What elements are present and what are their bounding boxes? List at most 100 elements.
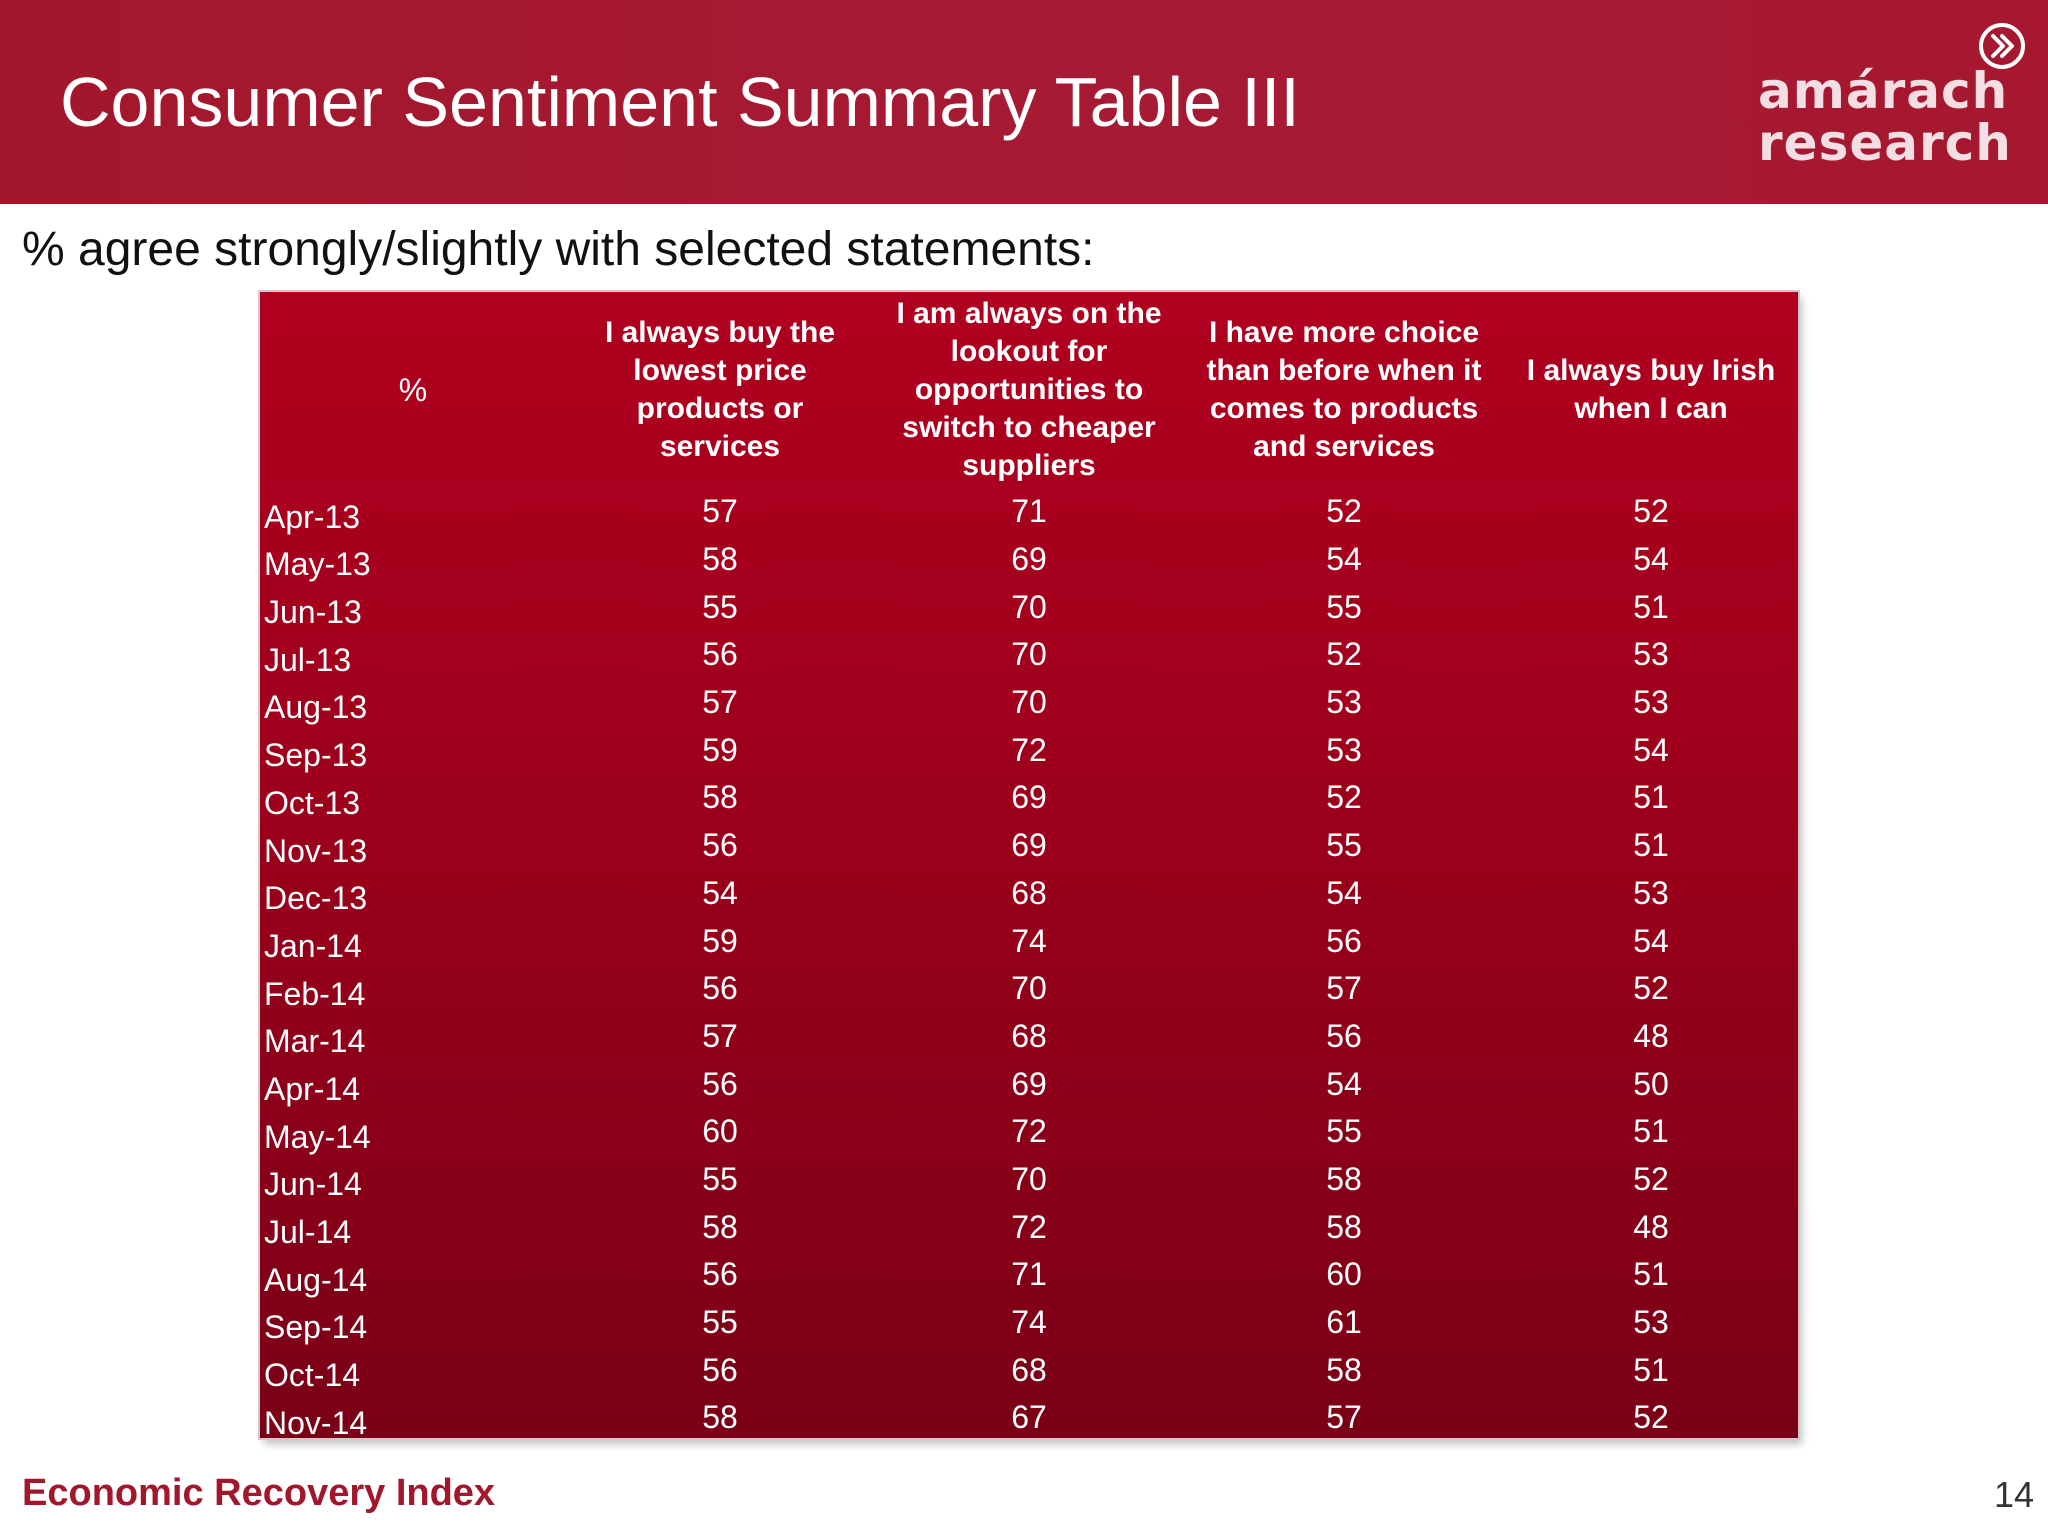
- table-row: Feb-14 56 70 57 52: [260, 965, 1798, 1013]
- table-cell-value: 74: [1011, 922, 1047, 959]
- table-cell-value: 57: [1326, 970, 1362, 1007]
- table-cell-value: 71: [1011, 1256, 1047, 1293]
- table-cell-value: 58: [702, 1208, 738, 1245]
- logo-text-line1: amárach: [1758, 62, 2009, 120]
- row-month-label: Nov-13: [264, 832, 368, 869]
- table-cell-value: 56: [702, 1351, 738, 1388]
- table-cell-value: 70: [1011, 588, 1047, 625]
- table-cell-value: 53: [1633, 684, 1669, 721]
- table-cell-value: 68: [1011, 874, 1047, 911]
- table-row: Apr-14 56 69 54 50: [260, 1060, 1798, 1108]
- table-row: Jan-14 59 74 56 54: [260, 917, 1798, 965]
- table-cell-value: 58: [1326, 1351, 1362, 1388]
- table-cell-value: 56: [702, 827, 738, 864]
- table-cell-value: 69: [1011, 827, 1047, 864]
- table-cell-value: 52: [1633, 970, 1669, 1007]
- table-cell-value: 71: [1011, 493, 1047, 530]
- table-cell-value: 56: [1326, 1017, 1362, 1054]
- corner-header: %: [398, 372, 428, 408]
- table-cell-value: 70: [1011, 970, 1047, 1007]
- table-cell-value: 57: [702, 1017, 738, 1054]
- sentiment-table-panel: % I always buy the lowest price products…: [260, 292, 1798, 1441]
- table-body: Apr-13 57 71 52 52 May-13 58 69 54 54 Jun-13 55 70 55…: [260, 488, 1798, 1442]
- row-month-label: Aug-13: [264, 689, 368, 726]
- row-month-label: Dec-13: [264, 880, 368, 917]
- table-cell-value: 56: [702, 970, 738, 1007]
- table-cell-value: 59: [702, 922, 738, 959]
- table-cell-value: 52: [1633, 1399, 1669, 1436]
- row-month-label: Oct-13: [264, 784, 361, 821]
- table-cell-value: 55: [702, 1160, 738, 1197]
- table-cell-value: 55: [1326, 1113, 1362, 1150]
- table-cell-value: 51: [1633, 1113, 1669, 1150]
- table-cell-value: 70: [1011, 636, 1047, 673]
- table-cell-value: 54: [702, 874, 738, 911]
- table-row: Nov-13 56 69 55 51: [260, 822, 1798, 870]
- table-row: Oct-14 56 68 58 51: [260, 1346, 1798, 1394]
- table-cell-value: 55: [702, 1304, 738, 1341]
- table-cell-value: 52: [1326, 493, 1362, 530]
- table-cell-value: 56: [702, 1256, 738, 1293]
- table-cell-value: 56: [1326, 922, 1362, 959]
- row-month-label: Sep-13: [264, 737, 368, 774]
- slide-header: Consumer Sentiment Summary Table III amá…: [0, 0, 2048, 204]
- row-month-label: May-13: [264, 546, 371, 583]
- table-row: Aug-13 57 70 53 53: [260, 679, 1798, 727]
- row-month-label: Nov-14: [264, 1404, 368, 1441]
- table-cell-value: 53: [1633, 1304, 1669, 1341]
- table-cell-value: 53: [1633, 636, 1669, 673]
- row-month-label: Feb-14: [264, 975, 366, 1012]
- table-row: Jun-13 55 70 55 51: [260, 583, 1798, 631]
- table-row: Dec-13 54 68 54 53: [260, 870, 1798, 918]
- table-cell-value: 52: [1633, 493, 1669, 530]
- chevron-circle-icon: [1979, 23, 2025, 69]
- table-cell-value: 53: [1326, 684, 1362, 721]
- row-month-label: Aug-14: [264, 1261, 368, 1298]
- table-cell-value: 70: [1011, 1160, 1047, 1197]
- table-cell-value: 51: [1633, 827, 1669, 864]
- table-row: May-14 60 72 55 51: [260, 1108, 1798, 1156]
- row-month-label: Mar-14: [264, 1023, 366, 1060]
- table-row: Apr-13 57 71 52 52: [260, 488, 1798, 536]
- table-cell-value: 74: [1011, 1304, 1047, 1341]
- table-cell-value: 54: [1633, 731, 1669, 768]
- table-cell-value: 50: [1633, 1065, 1669, 1102]
- table-cell-value: 60: [702, 1113, 738, 1150]
- table-cell-value: 57: [702, 493, 738, 530]
- table-cell-value: 70: [1011, 684, 1047, 721]
- table-cell-value: 51: [1633, 1351, 1669, 1388]
- table-cell-value: 72: [1011, 1113, 1047, 1150]
- row-month-label: Apr-13: [264, 498, 361, 535]
- table-cell-value: 54: [1326, 1065, 1362, 1102]
- row-month-label: Sep-14: [264, 1309, 368, 1346]
- column-header: I am always on the lookout for opportuni…: [896, 297, 1162, 482]
- column-header: I have more choice than before when it c…: [1206, 316, 1482, 463]
- logo-text-line2: research: [1758, 114, 2012, 172]
- table-cell-value: 59: [702, 731, 738, 768]
- column-header: I always buy the lowest price products o…: [604, 316, 836, 463]
- table-cell-value: 54: [1326, 541, 1362, 578]
- table-cell-value: 54: [1633, 541, 1669, 578]
- table-header-row: % I always buy the lowest price products…: [260, 292, 1798, 488]
- table-cell-value: 68: [1011, 1351, 1047, 1388]
- table-cell-value: 58: [702, 541, 738, 578]
- sentiment-table: % I always buy the lowest price products…: [260, 292, 1798, 1442]
- table-cell-value: 48: [1633, 1208, 1669, 1245]
- table-cell-value: 68: [1011, 1017, 1047, 1054]
- row-month-label: Apr-14: [264, 1070, 361, 1107]
- table-cell-value: 54: [1326, 874, 1362, 911]
- table-row: May-13 58 69 54 54: [260, 536, 1798, 584]
- row-month-label: Jun-13: [264, 594, 362, 631]
- table-cell-value: 53: [1326, 731, 1362, 768]
- table-cell-value: 69: [1011, 779, 1047, 816]
- table-cell-value: 56: [702, 1065, 738, 1102]
- row-month-label: Jun-14: [264, 1166, 362, 1203]
- table-row: Sep-14 55 74 61 53: [260, 1299, 1798, 1347]
- table-cell-value: 69: [1011, 1065, 1047, 1102]
- table-cell-value: 61: [1326, 1304, 1362, 1341]
- table-cell-value: 55: [702, 588, 738, 625]
- table-cell-value: 67: [1011, 1399, 1047, 1436]
- slide-title: Consumer Sentiment Summary Table III: [60, 63, 1300, 141]
- slide-subtitle: % agree strongly/slightly with selected …: [22, 223, 1095, 276]
- table-cell-value: 51: [1633, 1256, 1669, 1293]
